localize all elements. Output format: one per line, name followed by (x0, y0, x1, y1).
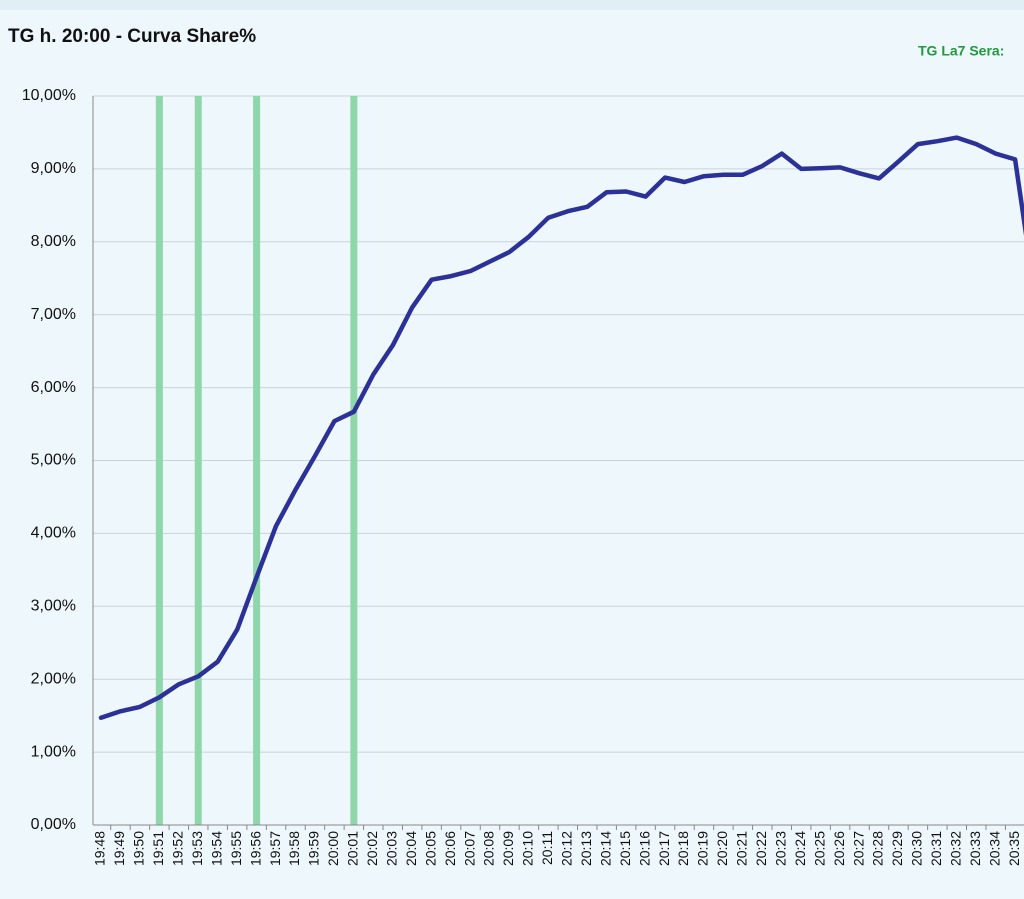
y-tick-label: 0,00% (31, 816, 76, 833)
x-tick-label: 20:10 (520, 831, 536, 866)
x-tick-label: 19:53 (189, 831, 205, 866)
x-tick-label: 20:17 (656, 831, 672, 866)
x-tick-label: 20:09 (500, 831, 516, 866)
x-tick-label: 20:32 (948, 831, 964, 866)
x-tick-label: 19:55 (228, 831, 244, 866)
y-tick-label: 9,00% (31, 160, 76, 177)
x-tick-label: 20:25 (811, 831, 827, 866)
x-tick-label: 19:58 (286, 831, 302, 866)
x-tick-label: 20:01 (345, 831, 361, 866)
x-tick-label: 20:08 (481, 831, 497, 866)
y-tick-label: 7,00% (31, 306, 76, 323)
x-tick-label: 20:04 (403, 831, 419, 866)
x-tick-label: 20:24 (792, 831, 808, 866)
y-tick-label: 1,00% (31, 743, 76, 760)
x-tick-label: 19:57 (267, 831, 283, 866)
x-tick-label: 20:11 (539, 831, 555, 865)
x-tick-label: 20:02 (364, 831, 380, 866)
y-tick-label: 4,00% (31, 525, 76, 542)
x-tick-label: 20:34 (986, 831, 1002, 866)
highlight-bar (194, 96, 202, 825)
highlight-bar (155, 96, 163, 825)
y-tick-label: 10,00% (22, 87, 76, 104)
x-tick-label: 19:51 (150, 831, 166, 866)
top-strip (0, 0, 1024, 10)
x-tick-label: 20:29 (889, 831, 905, 866)
x-tick-label: 20:15 (617, 831, 633, 866)
x-tick-label: 20:31 (928, 831, 944, 866)
x-tick-label: 20:06 (442, 831, 458, 866)
annotation: TG La7 Sera: (918, 43, 1004, 59)
x-tick-label: 20:16 (636, 831, 652, 866)
x-tick-label: 20:21 (734, 831, 750, 866)
x-tick-label: 20:03 (383, 831, 399, 866)
x-tick-label: 20:07 (461, 831, 477, 866)
y-tick-label: 2,00% (31, 670, 76, 687)
x-tick-label: 20:35 (1006, 831, 1022, 866)
share-line (98, 135, 1024, 721)
x-tick-label: 20:33 (967, 831, 983, 866)
x-tick-label: 20:27 (850, 831, 866, 866)
x-tick-label: 20:22 (753, 831, 769, 866)
highlight-bar (253, 96, 261, 825)
x-tick-label: 20:18 (675, 831, 691, 866)
x-tick-label: 20:05 (422, 831, 438, 866)
x-tick-label: 20:19 (695, 831, 711, 866)
x-tick-label: 19:56 (247, 831, 263, 866)
x-tick-label: 19:49 (111, 831, 127, 866)
x-tick-label: 20:23 (772, 831, 788, 866)
y-tick-label: 8,00% (31, 233, 76, 250)
highlight-bar (350, 96, 358, 825)
y-tick-label: 3,00% (31, 598, 76, 615)
x-tick-label: 20:26 (831, 831, 847, 866)
y-tick-label: 5,00% (31, 452, 76, 469)
x-tick-label: 20:20 (714, 831, 730, 866)
x-tick-label: 19:59 (306, 831, 322, 866)
x-tick-label: 19:54 (208, 831, 224, 866)
x-tick-label: 20:14 (597, 831, 613, 866)
x-tick-label: 19:48 (92, 831, 108, 866)
x-tick-label: 20:28 (870, 831, 886, 866)
x-tick-label: 20:13 (578, 831, 594, 866)
y-tick-label: 6,00% (31, 379, 76, 396)
chart-title: TG h. 20:00 - Curva Share% (8, 26, 256, 47)
x-tick-label: 19:52 (170, 831, 186, 866)
x-tick-label: 19:50 (131, 831, 147, 866)
x-tick-label: 20:00 (325, 831, 341, 866)
x-tick-label: 20:30 (909, 831, 925, 866)
x-tick-label: 20:12 (559, 831, 575, 866)
